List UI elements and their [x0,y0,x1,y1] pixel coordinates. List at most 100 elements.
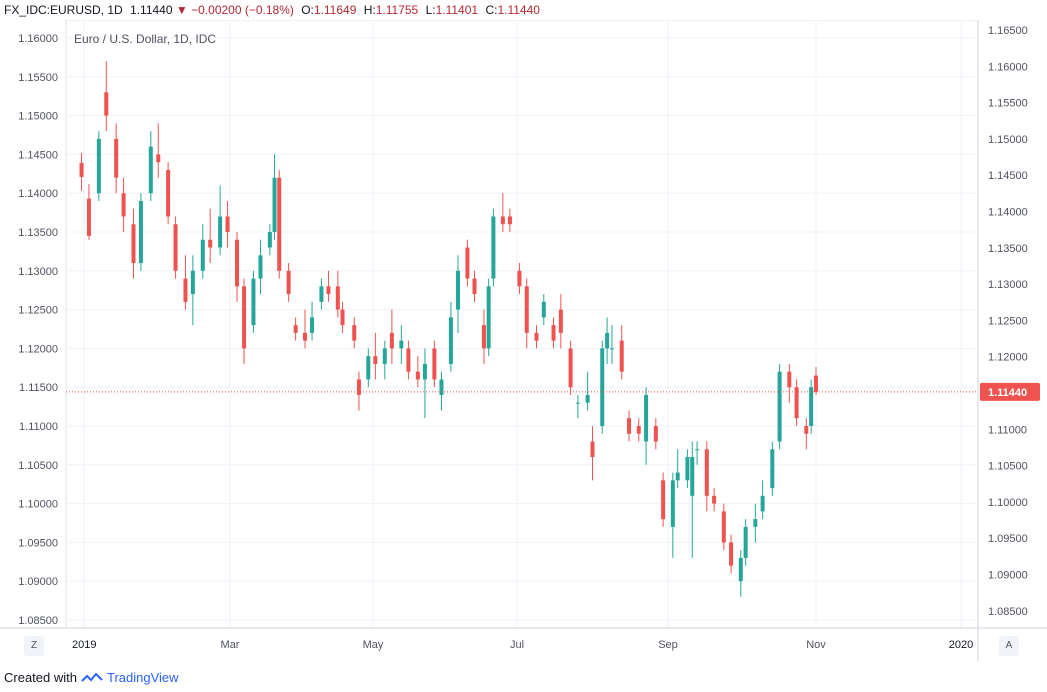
candle-body [524,286,529,333]
x-tick-label: Nov [806,639,826,651]
close-label: C: [485,3,498,17]
candle-body [753,519,758,527]
candle-body [809,387,814,426]
log-scale-button[interactable]: Z [24,636,44,656]
y-tick-left: 1.12500 [18,305,58,317]
candle-body [605,332,610,349]
y-tick-right: 1.15500 [988,98,1028,110]
candle-body [114,138,119,178]
y-tick-right: 1.10000 [988,497,1028,509]
candle-body [422,363,427,380]
y-tick-right: 1.10500 [988,461,1028,473]
candle-body [636,426,641,434]
candle-body [627,418,632,434]
candle-body [541,301,546,318]
candle-body [770,449,775,489]
candle-body [96,138,101,194]
candle-body [609,348,614,350]
candle-body [787,371,792,388]
tradingview-logo-icon [81,672,103,682]
candle-body [86,198,91,236]
high-value: 1.11755 [375,3,419,17]
candle-body [551,325,556,341]
candle-body [389,332,394,349]
candle-body [156,154,161,163]
y-tick-left: 1.10000 [18,499,58,511]
last-price-label: 1.11440 [988,387,1027,399]
candle-body [303,332,308,341]
candle-body [534,332,539,341]
chart-title: Euro / U.S. Dollar, 1D, IDC [74,32,217,46]
candle-body [439,379,444,395]
y-tick-left: 1.08500 [18,615,58,627]
footer: Created with TradingView [4,670,179,685]
candle-body [814,375,818,392]
candle-body [432,348,437,380]
y-tick-right: 1.13500 [988,243,1028,255]
x-tick-label: Sep [658,639,678,651]
candle-body [235,239,240,287]
y-tick-right: 1.08500 [988,606,1028,618]
y-tick-left: 1.15500 [18,72,58,84]
candle-body [455,270,460,310]
candle-body [218,216,223,248]
candle-body [310,317,315,333]
candle-body [166,169,171,217]
candle-body [335,286,340,310]
x-tick-label: Jul [510,639,524,651]
plot-frame [65,20,979,629]
candle-body [352,325,357,341]
candle-body [79,162,84,177]
candle-body [491,216,496,279]
symbol-label[interactable]: FX_IDC:EURUSD [4,3,101,17]
candle-body [507,216,512,225]
candle-body [517,270,522,287]
candle-body [644,394,649,442]
candle-body [190,270,195,295]
y-tick-right: 1.16000 [988,61,1028,73]
candle-body [670,480,675,527]
y-tick-left: 1.11000 [19,421,58,433]
interval-label[interactable]: 1D [107,3,123,17]
y-tick-right: 1.09000 [988,570,1028,582]
y-tick-left: 1.14000 [18,188,58,200]
y-tick-right: 1.15000 [988,134,1028,146]
auto-scale-button[interactable]: A [999,636,1019,656]
candle-body [242,286,247,349]
candle-body [104,92,109,116]
candle-body [356,379,361,395]
y-tick-left: 1.13000 [18,266,58,278]
candle-body [208,239,213,248]
candle-body [258,255,263,279]
candle-body [138,200,143,264]
candle-body [148,146,153,194]
candle-body [472,278,477,295]
candle-body [685,457,690,481]
candle-body [200,239,205,271]
candle-body [653,426,658,442]
y-tick-right: 1.12500 [988,315,1028,327]
candlestick-chart[interactable]: 1.16000 1.15500 1.15000 1.14500 1.14000 1.135… [0,20,1047,662]
chart-area[interactable]: 1.16000 1.15500 1.15000 1.14500 1.14000 1.135… [0,20,1047,662]
candle-body [251,278,256,326]
x-tick-label: 2019 [72,639,96,651]
candle-body [804,426,809,434]
tradingview-brand[interactable]: TradingView [106,670,179,685]
candle-body [225,216,230,232]
candle-body [267,232,272,248]
candle-body [675,472,680,481]
y-tick-left: 1.15000 [18,111,58,123]
change-value: −0.00200 (−0.18%) [191,3,294,17]
candle-body [399,340,404,349]
candle-body [293,325,298,333]
candle-body [558,309,563,333]
open-label: O: [301,3,314,17]
y-tick-left: 1.12000 [18,343,58,355]
high-label: H: [363,3,376,17]
candle-body [590,441,595,458]
candle-body [481,325,486,349]
y-tick-right: 1.12000 [988,352,1028,364]
candle-body [712,495,717,504]
y-tick-left: 1.13500 [18,227,58,239]
candle-body [465,247,470,279]
